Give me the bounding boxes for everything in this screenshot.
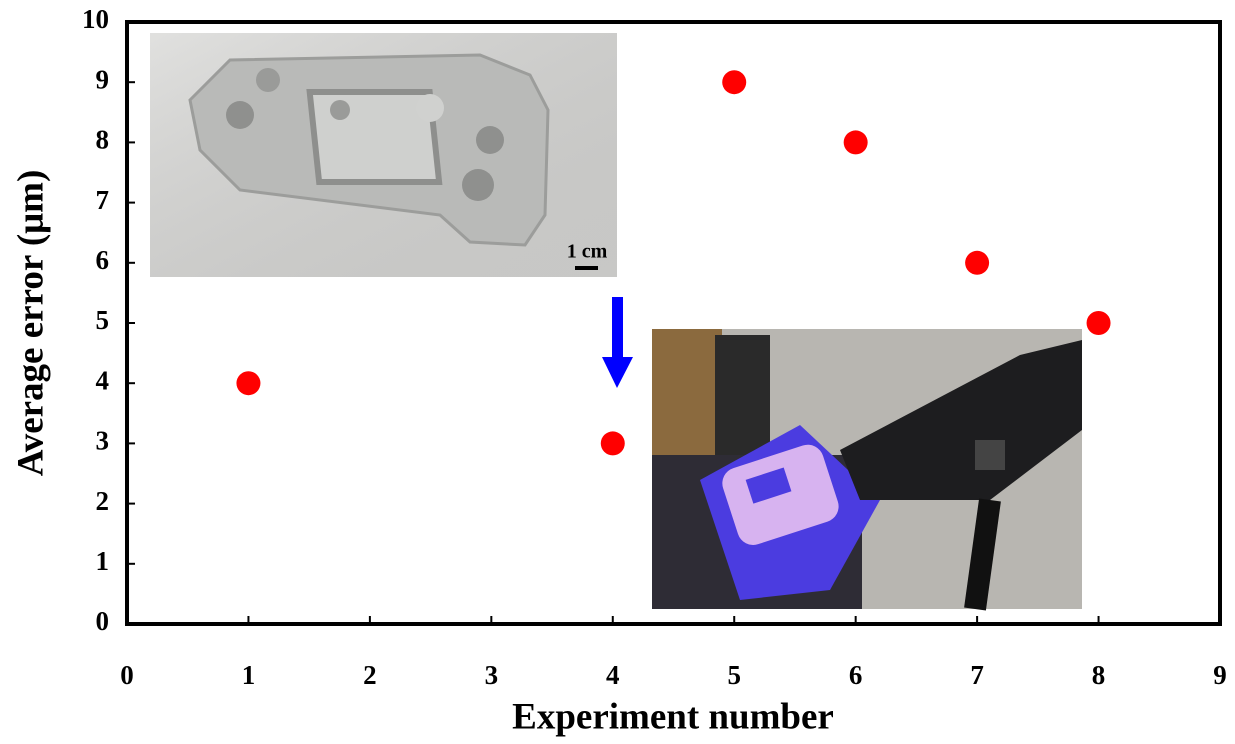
point [236, 371, 260, 395]
y-tick-label: 2 [96, 486, 110, 516]
scale-bar-label: 1 cm [567, 241, 608, 263]
y-tick-label: 8 [96, 125, 110, 155]
point [1087, 311, 1111, 335]
chart: 1 cm Experiment number Average error (μm… [0, 0, 1235, 744]
x-tick-label: 9 [1213, 660, 1227, 690]
y-tick-label: 10 [82, 4, 109, 34]
point [844, 130, 868, 154]
y-tick-label: 3 [96, 426, 110, 456]
y-tick-label: 7 [96, 185, 110, 215]
y-tick-label: 4 [96, 365, 110, 395]
y-tick-label: 0 [96, 606, 110, 636]
y-tick-label: 1 [96, 546, 110, 576]
x-tick-label: 0 [120, 660, 134, 690]
point [722, 70, 746, 94]
inset-photo-scanner [652, 329, 1082, 609]
x-tick-label: 1 [242, 660, 256, 690]
x-tick-label: 5 [727, 660, 741, 690]
x-tick-label: 7 [970, 660, 984, 690]
y-axis-title: Average error (μm) [10, 170, 51, 477]
x-tick-label: 4 [606, 660, 620, 690]
y-tick-label: 6 [96, 245, 110, 275]
y-tick-label: 5 [96, 305, 110, 335]
x-tick-label: 3 [485, 660, 499, 690]
inset-photo-part: 1 cm [150, 33, 617, 277]
x-axis-title: Experiment number [512, 696, 834, 737]
x-tick-label: 2 [363, 660, 377, 690]
point [965, 251, 989, 275]
x-tick-label: 8 [1092, 660, 1106, 690]
y-tick-label: 9 [96, 64, 110, 94]
x-tick-label: 6 [849, 660, 863, 690]
arrow [602, 297, 633, 388]
point [601, 431, 625, 455]
